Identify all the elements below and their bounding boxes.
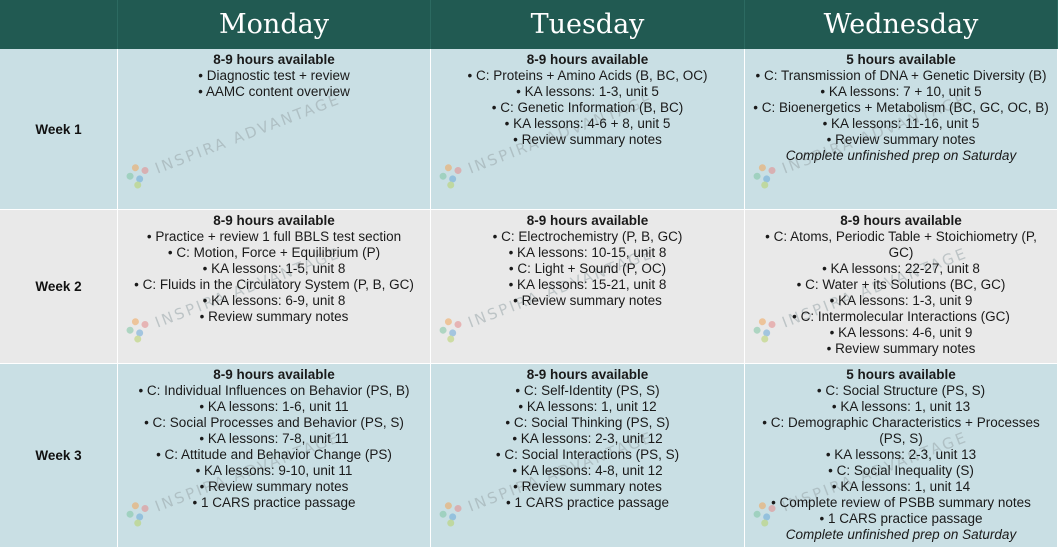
header-corner	[0, 0, 118, 49]
hours-available: 8-9 hours available	[213, 367, 335, 382]
task-item: • KA lessons: 7-8, unit 11	[199, 431, 349, 446]
task-item: • C: Self-Identity (PS, S)	[515, 383, 660, 398]
cell-content: 8-9 hours available • C: Electrochemistry…	[431, 210, 744, 309]
hours-available: 8-9 hours available	[840, 213, 962, 228]
task-item: • C: Social Structure (PS, S)	[816, 383, 986, 398]
task-item: • Review summary notes	[826, 341, 976, 356]
task-item: • Diagnostic test + review	[198, 68, 350, 83]
task-item: • KA lessons: 9-10, unit 11	[195, 463, 353, 478]
cell-week1-tuesday: INSPIRA ADVANTAGE 8-9 hours available • C:…	[431, 49, 745, 210]
watermark-logo: INSPIRA ADVANTAGE	[123, 87, 344, 191]
hours-available: 8-9 hours available	[526, 213, 649, 228]
task-item: • C: Social Inequality (S)	[828, 463, 974, 478]
week-label: Week 3	[0, 364, 118, 548]
task-item: • AAMC content overview	[198, 84, 350, 99]
task-item: • KA lessons: 4-6 + 8, unit 5	[504, 116, 671, 131]
cell-week2-monday: INSPIRA ADVANTAGE 8-9 hours available • Pr…	[118, 210, 431, 364]
task-item: • C: Fluids in the Circulatory System (P…	[134, 277, 414, 292]
logo-dots-icon	[436, 314, 467, 345]
task-item: • C: Intermolecular Interactions (GC)	[792, 309, 1010, 324]
header-wednesday: Wednesday	[745, 0, 1058, 49]
hours-available: 8-9 hours available	[213, 213, 335, 228]
task-item: • Review summary notes	[513, 132, 662, 147]
task-item: • C: Atoms, Periodic Table + Stoichiomet…	[765, 229, 1037, 260]
task-item: • KA lessons: 1, unit 13	[831, 399, 971, 414]
cell-week2-wednesday: INSPIRA ADVANTAGE 8-9 hours available • C:…	[745, 210, 1058, 364]
cell-content: 8-9 hours available • Practice + review 1…	[118, 210, 430, 325]
header-monday: Monday	[118, 0, 431, 49]
week-label: Week 2	[0, 210, 118, 364]
cell-week3-tuesday: INSPIRA ADVANTAGE 8-9 hours available • C:…	[431, 364, 745, 548]
header-tuesday: Tuesday	[431, 0, 745, 49]
task-item: • Complete review of PSBB summary notes	[771, 495, 1031, 510]
task-item: • KA lessons: 1, unit 14	[831, 479, 971, 494]
task-item: • Practice + review 1 full BBLS test sec…	[146, 229, 402, 244]
task-item: • KA lessons: 2-3, unit 13	[825, 447, 977, 462]
cell-week3-wednesday: INSPIRA ADVANTAGE 5 hours available • C: S…	[745, 364, 1058, 548]
hours-available: 8-9 hours available	[213, 52, 335, 67]
cell-week1-wednesday: INSPIRA ADVANTAGE 5 hours available • C: T…	[745, 49, 1058, 210]
task-item: • C: Attitude and Behavior Change (PS)	[156, 447, 392, 462]
hours-available: 8-9 hours available	[526, 52, 649, 67]
task-item: • Review summary notes	[513, 293, 662, 308]
task-item: • KA lessons: 1-6, unit 11	[199, 399, 349, 414]
task-item: • KA lessons: 1-3, unit 9	[829, 293, 973, 308]
task-item: • C: Motion, Force + Equilibrium (P)	[167, 245, 381, 260]
task-item: • 1 CARS practice passage	[192, 495, 356, 510]
task-item: • KA lessons: 10-15, unit 8	[508, 245, 667, 260]
task-item: • C: Light + Sound (P, OC)	[508, 261, 667, 276]
watermark-text: INSPIRA ADVANTAGE	[152, 89, 344, 178]
task-item: • KA lessons: 4-8, unit 12	[512, 463, 663, 478]
task-item: • 1 CARS practice passage	[505, 495, 670, 510]
task-item: • C: Genetic Information (B, BC)	[491, 100, 684, 115]
logo-dots-icon	[750, 160, 781, 191]
hours-available: 5 hours available	[846, 367, 956, 382]
cell-content: 5 hours available • C: Social Structure (…	[745, 364, 1057, 543]
task-item: • Review summary notes	[199, 479, 349, 494]
logo-dots-icon	[123, 160, 154, 191]
hours-available: 5 hours available	[846, 52, 956, 67]
cell-content: 8-9 hours available • C: Individual Influ…	[118, 364, 430, 511]
cell-week2-tuesday: INSPIRA ADVANTAGE 8-9 hours available • C:…	[431, 210, 745, 364]
task-item: • KA lessons: 11-16, unit 5	[822, 116, 980, 131]
task-item: • C: Social Interactions (PS, S)	[495, 447, 680, 462]
task-item: • C: Transmission of DNA + Genetic Diver…	[755, 68, 1047, 83]
task-item: • C: Proteins + Amino Acids (B, BC, OC)	[467, 68, 708, 83]
task-item: • C: Individual Influences on Behavior (…	[138, 383, 410, 398]
task-item: • KA lessons: 1, unit 12	[518, 399, 657, 414]
cell-week1-monday: INSPIRA ADVANTAGE 8-9 hours available • Di…	[118, 49, 431, 210]
task-item: • KA lessons: 1-5, unit 8	[202, 261, 346, 276]
task-item: • KA lessons: 22-27, unit 8	[822, 261, 980, 276]
task-item: • KA lessons: 4-6, unit 9	[829, 325, 973, 340]
task-item: • C: Demographic Characteristics + Proce…	[762, 415, 1040, 446]
cell-content: 5 hours available • C: Transmission of DN…	[745, 49, 1057, 164]
task-item: • C: Bioenergetics + Metabolism (BC, GC,…	[753, 100, 1049, 115]
cell-content: 8-9 hours available • C: Self-Identity (P…	[431, 364, 744, 511]
task-item: • KA lessons: 6-9, unit 8	[202, 293, 346, 308]
saturday-note: Complete unfinished prep on Saturday	[785, 148, 1017, 163]
task-item: • C: Social Thinking (PS, S)	[505, 415, 670, 430]
task-item: • C: Water + its Solutions (BC, GC)	[796, 277, 1006, 292]
task-item: • KA lessons: 2-3, unit 12	[512, 431, 663, 446]
task-item: • C: Social Processes and Behavior (PS, …	[144, 415, 404, 430]
task-item: • Review summary notes	[826, 132, 976, 147]
cell-content: 8-9 hours available • C: Atoms, Periodic …	[745, 210, 1057, 357]
task-item: • KA lessons: 7 + 10, unit 5	[820, 84, 982, 99]
task-item: • C: Electrochemistry (P, B, GC)	[492, 229, 683, 244]
task-item: • Review summary notes	[513, 479, 662, 494]
cell-content: 8-9 hours available • C: Proteins + Amino…	[431, 49, 744, 148]
week-label: Week 1	[0, 49, 118, 210]
hours-available: 8-9 hours available	[526, 367, 649, 382]
cell-content: 8-9 hours available • Diagnostic test + r…	[118, 49, 430, 100]
task-item: • 1 CARS practice passage	[819, 511, 983, 526]
task-item: • KA lessons: 15-21, unit 8	[508, 277, 667, 292]
saturday-note: Complete unfinished prep on Saturday	[785, 527, 1017, 542]
cell-week3-monday: INSPIRA ADVANTAGE 8-9 hours available • C:…	[118, 364, 431, 548]
task-item: • Review summary notes	[199, 309, 349, 324]
logo-dots-icon	[436, 160, 467, 191]
task-item: • KA lessons: 1-3, unit 5	[516, 84, 659, 99]
